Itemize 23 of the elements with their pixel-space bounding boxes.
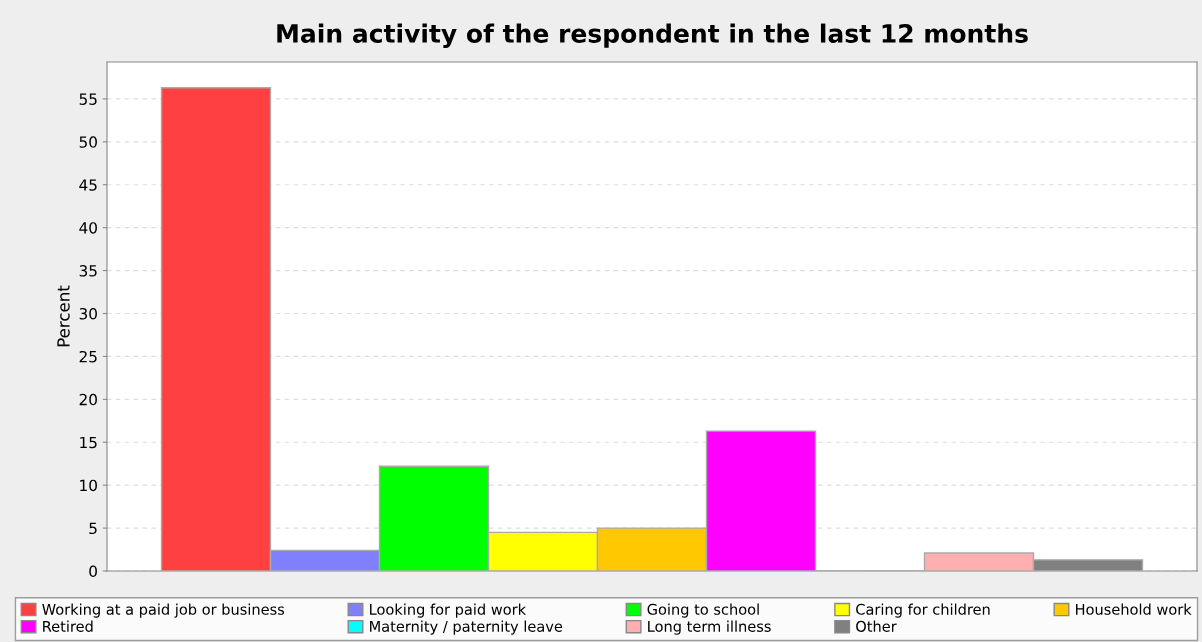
y-tick-label: 45	[79, 179, 97, 191]
y-tick-label: 15	[80, 436, 97, 449]
legend-label: Other	[856, 620, 897, 632]
y-tick-label: 55	[79, 93, 97, 105]
legend-label: Working at a paid job or business	[42, 603, 285, 618]
y-tick-label: 10	[80, 479, 97, 492]
legend-label: Caring for children	[856, 603, 990, 618]
y-axis-title: Percent	[57, 285, 70, 347]
y-tick-label: 40	[79, 222, 97, 234]
legend-label: Going to school	[647, 603, 759, 618]
y-tick-label: 50	[79, 136, 97, 148]
y-tick-label: 25	[79, 350, 97, 363]
chart-title: Main activity of the respondent in the last 12 months	[277, 23, 1028, 48]
legend-label: Maternity / paternity leave	[370, 620, 563, 635]
legend-label: Household work	[1076, 603, 1192, 615]
legend-label: Retired	[43, 620, 93, 632]
y-tick-label: 30	[79, 307, 97, 320]
y-tick-label: 35	[79, 265, 97, 277]
y-tick-label: 0	[89, 565, 97, 578]
y-tick-label: 5	[89, 522, 97, 535]
y-tick-label: 20	[79, 393, 97, 406]
legend-label: Looking for paid work	[370, 603, 527, 618]
legend-label: Long term illness	[648, 620, 771, 635]
